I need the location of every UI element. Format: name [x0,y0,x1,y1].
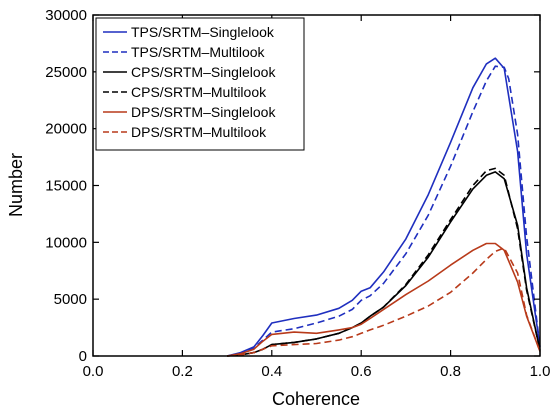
x-tick-label: 0.2 [172,363,193,380]
y-tick-label: 30000 [45,7,87,24]
y-tick-label: 15000 [45,178,87,195]
x-axis-title: Coherence [272,389,360,409]
y-tick-label: 0 [79,348,87,365]
legend-label-0: TPS/SRTM–Singlelook [131,24,275,40]
y-tick-label: 10000 [45,234,87,251]
x-tick-label: 1.0 [530,363,550,380]
series-line-1 [226,65,541,357]
legend-label-5: DPS/SRTM–Multilook [131,124,267,140]
series-line-5 [227,247,541,357]
legend-label-2: CPS/SRTM–Singlelook [131,64,276,80]
ticks-layer: 0.0 0.2 0.4 0.6 0.8 1.0 0 5000 10000 15000 20000 25… [45,7,550,380]
x-tick-label: 0.0 [83,363,104,380]
series-line-0 [226,57,541,357]
series-line-3 [227,167,541,357]
legend: TPS/SRTM–Singlelook TPS/SRTM–Multilook CPS… [95,17,305,151]
legend-label-3: CPS/SRTM–Multilook [131,84,267,100]
x-tick-label: 0.8 [440,363,461,380]
y-tick-label: 5000 [54,291,87,308]
series-line-4 [226,242,541,357]
y-axis-title: Number [6,153,26,217]
legend-label-4: DPS/SRTM–Singlelook [131,104,276,120]
series-layer [226,57,541,357]
x-tick-label: 0.6 [351,363,372,380]
plot-frame [92,14,541,357]
x-tick-label: 0.4 [261,363,282,380]
y-tick-label: 20000 [45,121,87,138]
y-tick-label: 25000 [45,64,87,81]
legend-box [95,17,305,151]
legend-label-1: TPS/SRTM–Multilook [131,44,266,60]
